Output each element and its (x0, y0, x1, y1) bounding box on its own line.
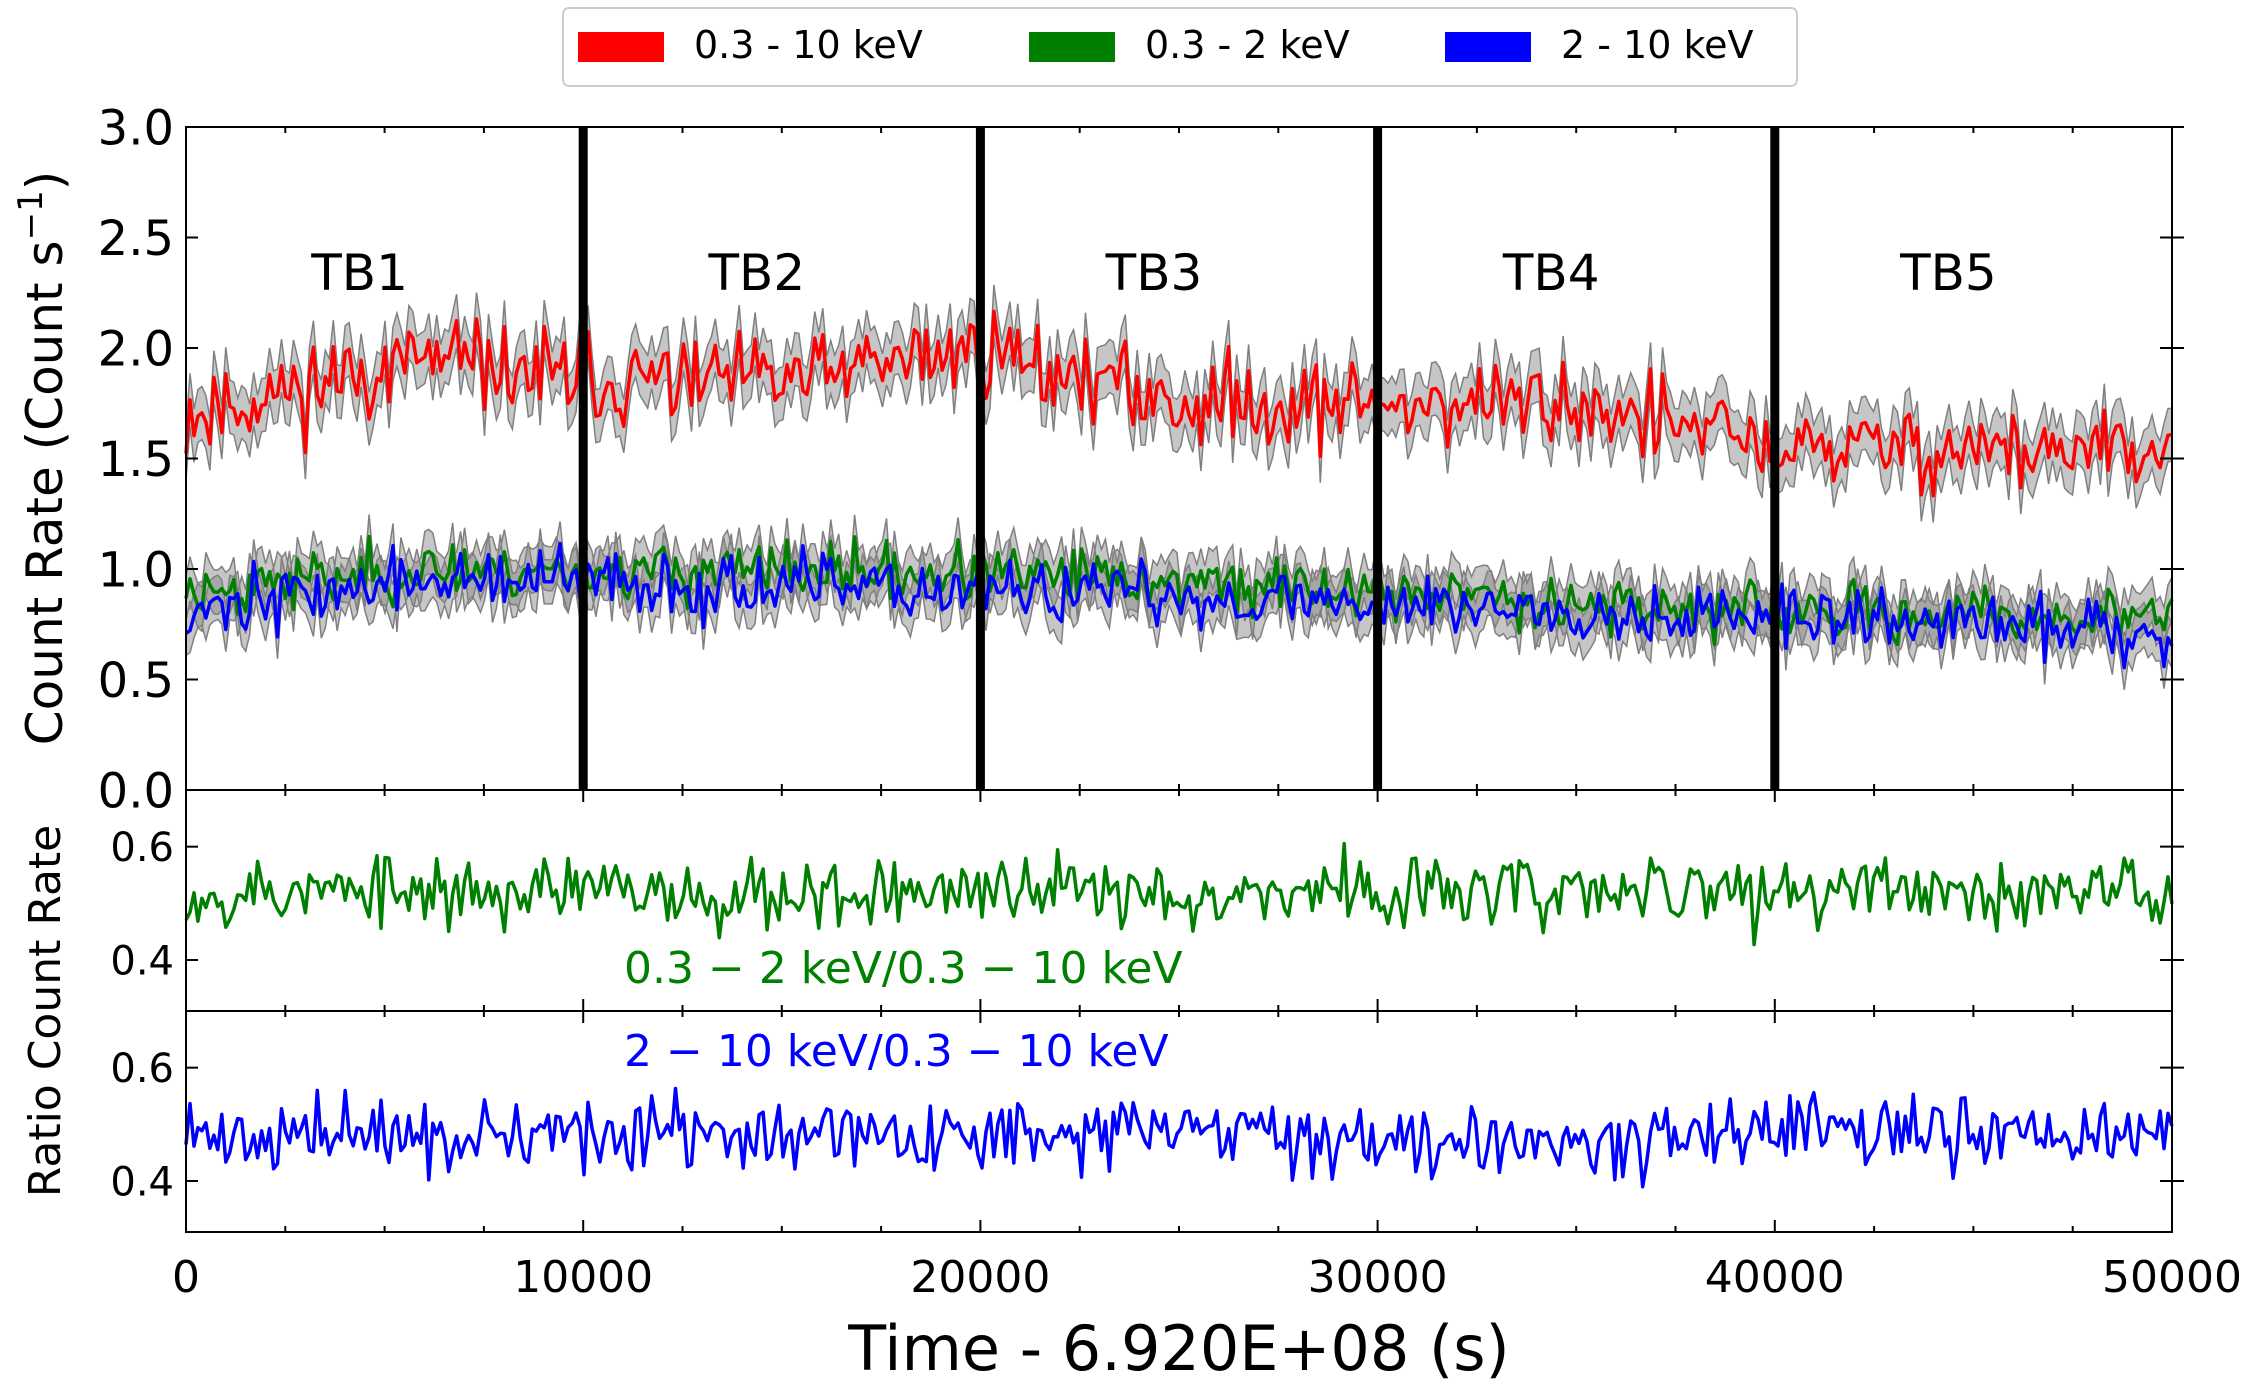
time-bin-label-2: TB2 (707, 244, 805, 302)
legend-label-hard: 2 - 10 keV (1561, 23, 1754, 67)
light-curve-2 (185, 541, 2174, 670)
soft-ratio-line (184, 841, 2174, 947)
light-curves (184, 309, 2174, 670)
hard-ratio-annotation: 2 − 10 keV/0.3 − 10 keV (624, 1026, 1169, 1077)
time-bin-label-5: TB5 (1899, 244, 1997, 302)
x-tick-label-2: 20000 (910, 1252, 1050, 1303)
bottom-panel: 0.4 0.6 2 − 10 keV/0.3 − 10 keV 0 10000 200… (110, 1010, 2242, 1385)
hard-ratio-line (184, 1086, 2174, 1189)
top-panel-ylabel: Count Rate (Count s−1) (11, 171, 74, 746)
time-bin-boundaries (578, 127, 1780, 790)
time-bin-label-3: TB3 (1105, 244, 1203, 302)
x-tick-label-1: 10000 (513, 1252, 653, 1303)
mid-ytick-label-0: 0.4 (110, 938, 174, 984)
top-ytick-label-0: 0.0 (98, 763, 174, 819)
top-ytick-label-2: 1.0 (98, 542, 174, 598)
time-bin-label-4: TB4 (1502, 244, 1600, 302)
top-ytick-label-5: 2.5 (98, 211, 174, 267)
x-tick-label-3: 30000 (1308, 1252, 1448, 1303)
legend-swatch-hard (1445, 32, 1531, 62)
x-tick-label-4: 40000 (1705, 1252, 1845, 1303)
hard-ratio-curve (184, 1086, 2174, 1189)
mid-ytick-label-1: 0.6 (110, 825, 174, 871)
top-ytick-label-4: 2.0 (98, 321, 174, 377)
x-axis-ticks: 0 10000 20000 30000 40000 50000 (172, 1252, 2242, 1303)
bot-ytick-label-0: 0.4 (110, 1159, 174, 1205)
bottom-panel-frame (185, 1010, 2173, 1233)
ratio-ylabel: Ratio Count Rate (20, 825, 71, 1198)
middle-panel: 0.4 0.6 0.3 − 2 keV/0.3 − 10 keV (110, 789, 2184, 1012)
time-bin-labels: TB1 TB2 TB3 TB4 TB5 (310, 244, 1996, 302)
legend-swatch-broadband (578, 32, 664, 62)
legend-label-broadband: 0.3 - 10 keV (694, 23, 923, 67)
x-tick-label-5: 50000 (2102, 1252, 2242, 1303)
top-ytick-label-3: 1.5 (98, 432, 174, 488)
time-bin-label-1: TB1 (310, 244, 408, 302)
ylabel-superscript: −1 (11, 190, 51, 240)
legend-frame (562, 7, 1798, 87)
soft-ratio-curve (184, 841, 2174, 947)
bot-ytick-label-1: 0.6 (110, 1046, 174, 1092)
top-ytick-label-1: 0.5 (98, 653, 174, 709)
x-tick-label-0: 0 (172, 1252, 200, 1303)
light-curve-0 (184, 309, 2173, 498)
ylabel-tail: ) (16, 171, 74, 191)
x-axis-label: Time - 6.920E+08 (s) (847, 1312, 1509, 1385)
soft-ratio-annotation: 0.3 − 2 keV/0.3 − 10 keV (624, 943, 1183, 994)
top-panel-ticks: 0.0 0.5 1.0 1.5 2.0 2.5 3.0 (98, 100, 2184, 819)
legend-label-soft: 0.3 - 2 keV (1145, 23, 1350, 67)
legend: 0.3 - 10 keV 0.3 - 2 keV 2 - 10 keV (562, 7, 1798, 87)
legend-swatch-soft (1029, 32, 1115, 62)
top-ytick-label-6: 3.0 (98, 100, 174, 156)
top-panel: TB1 TB2 TB3 TB4 TB5 0.0 0.5 1.0 1.5 2.0 2.5 3.0 Co… (11, 100, 2184, 819)
